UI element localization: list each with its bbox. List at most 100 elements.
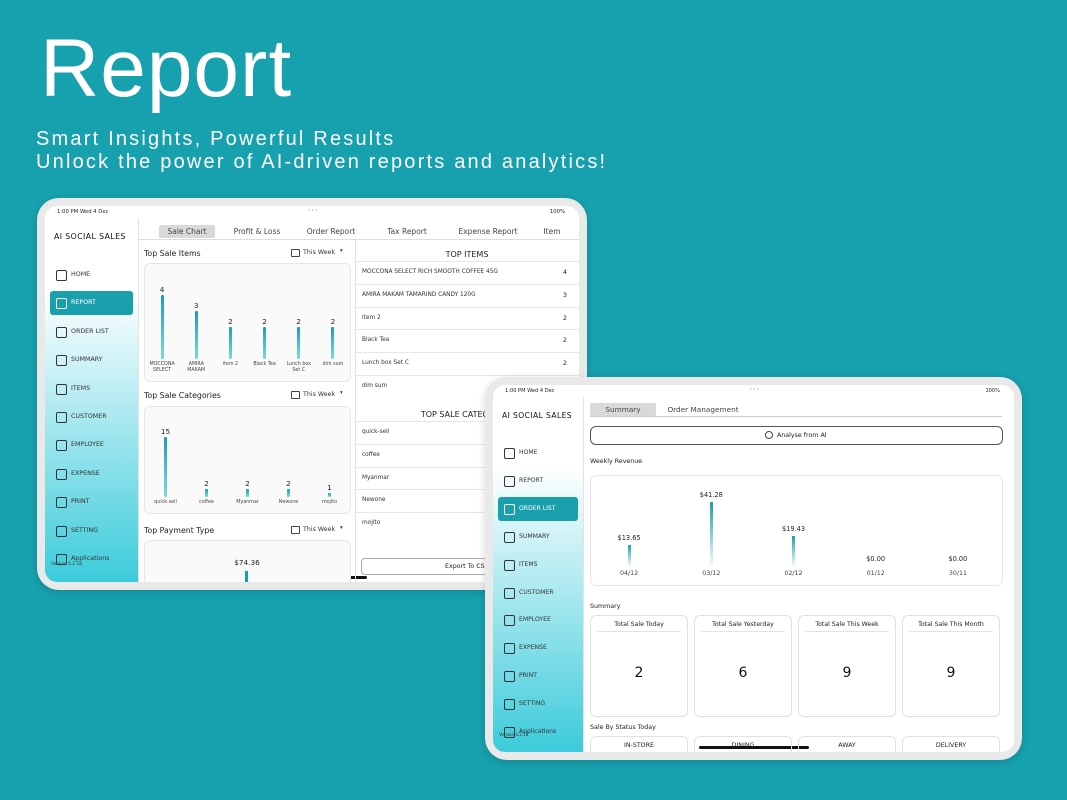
list-item-name: quick-sell	[362, 429, 390, 435]
status-battery: 100%	[985, 388, 1000, 394]
chart-card: 15 quick-sell 2 coffee 2 Myanmar 2 Newone 1 mojit…	[144, 406, 351, 514]
bar-value: 2	[245, 479, 250, 488]
status-label: DELIVERY	[935, 742, 967, 749]
menu-label: EXPENSE	[519, 644, 547, 652]
menu-item[interactable]: PRINT	[50, 490, 133, 514]
menu-icon	[504, 503, 515, 515]
menu-label: EMPLOYEE	[71, 441, 104, 449]
menu-item[interactable]: ITEMS	[50, 377, 133, 401]
card-value: 9	[946, 665, 956, 681]
period-dropdown[interactable]: This Week ▾	[291, 390, 349, 401]
menu-item[interactable]: EMPLOYEE	[50, 433, 133, 457]
list-row-line	[356, 466, 579, 468]
bar	[228, 327, 232, 359]
list-item-name: AMIRA MAKAM TAMARIND CANDY 120G	[362, 291, 476, 298]
sidebar: AI SOCIAL SALES HOME REPORT ORDER LIST SUMMA…	[45, 218, 139, 582]
menu-item[interactable]: REPORT	[498, 469, 578, 493]
bar-category: Black Tea	[253, 362, 276, 367]
dropdown-arrow: ▾	[340, 525, 343, 531]
menu-label: CUSTOMER	[519, 588, 554, 596]
menu-label: ITEMS	[519, 560, 538, 568]
menu-item[interactable]: SETTING	[50, 519, 133, 543]
menu-item[interactable]: SUMMARY	[50, 348, 133, 372]
card-label: Total Sale This Month	[918, 621, 984, 628]
bar-category: Newone	[278, 500, 299, 505]
menu-item[interactable]: Applications	[50, 547, 133, 571]
tablet: 1:00 PM Wed 4 Dec 100% ··· AI SOCIAL SALES H…	[485, 377, 1022, 760]
bar-value: $13.65	[617, 533, 641, 542]
calendar-icon	[291, 391, 300, 399]
menu-icon	[56, 525, 67, 537]
menu-item[interactable]: SUMMARY	[498, 525, 578, 549]
menu-item[interactable]: HOME	[50, 263, 133, 287]
menu-label: HOME	[519, 449, 538, 456]
app-version: Version 4.2.18	[51, 562, 82, 567]
menu-item[interactable]: EXPENSE	[50, 462, 133, 486]
period-dropdown[interactable]: This Week ▾	[291, 525, 349, 536]
menu-item[interactable]: EXPENSE	[498, 636, 578, 660]
bar-value: 15	[160, 427, 171, 436]
menu-label: PRINT	[71, 498, 90, 506]
menu-item[interactable]: CUSTOMER	[498, 581, 578, 605]
status-time: 1:00 PM Wed 4 Dec	[57, 209, 109, 215]
menu-item[interactable]: ORDER LIST	[498, 496, 578, 521]
list-item-count: 2	[562, 336, 567, 345]
menu-item[interactable]: ORDER LIST	[50, 320, 133, 344]
bar	[164, 437, 167, 497]
bar	[627, 544, 631, 566]
period-dropdown[interactable]: This Week ▾	[291, 248, 349, 259]
menu-label: Applications	[71, 555, 110, 562]
bar	[205, 489, 208, 497]
menu-icon	[56, 468, 67, 480]
card-label: Total Sale Yesterday	[712, 621, 774, 628]
bar	[709, 502, 713, 566]
bar-value: $19.43	[781, 524, 806, 533]
bar-value: 2	[286, 479, 291, 488]
bar-category: MOCCONA SELECT	[149, 362, 175, 373]
status-label: AWAY	[838, 742, 856, 749]
tab[interactable]: Order Management	[663, 403, 743, 416]
menu-item[interactable]: SETTING	[498, 692, 578, 716]
analyse-button[interactable]: Analyse from AI	[590, 426, 1003, 445]
list-item-name: Newone	[362, 497, 386, 504]
menu-label: ORDER LIST	[519, 504, 556, 512]
menu-icon	[56, 298, 67, 310]
summary-card: Total Sale This Month 9	[902, 615, 1000, 717]
list-row-line	[356, 329, 579, 331]
section-title: Summary	[590, 603, 621, 610]
tab[interactable]: Order Report	[300, 225, 362, 238]
menu-item[interactable]: ITEMS	[498, 553, 578, 577]
card-value: 9	[842, 665, 852, 681]
menu-item[interactable]: REPORT	[50, 291, 133, 316]
bar-value: 2	[330, 317, 336, 326]
menu-icon	[504, 559, 515, 571]
menu-item[interactable]: EMPLOYEE	[498, 608, 578, 632]
bar-category: dim sum	[322, 362, 344, 367]
dropdown-arrow: ▾	[340, 248, 343, 254]
menu-item[interactable]: PRINT	[498, 664, 578, 688]
tab[interactable]: Expense Report	[450, 225, 526, 238]
tab[interactable]: Tax Report	[381, 225, 433, 238]
section-title: Top Payment Type	[144, 526, 215, 535]
menu-label: Applications	[519, 728, 557, 735]
menu-label: EMPLOYEE	[519, 616, 551, 624]
list-item-name: Black Tea	[362, 337, 390, 344]
menu-item[interactable]: HOME	[498, 441, 578, 465]
card-label: Total Sale Today	[614, 621, 664, 628]
tab[interactable]: Summary	[590, 403, 656, 416]
calendar-icon	[291, 526, 300, 534]
tab[interactable]: Sale Chart	[159, 225, 215, 238]
tab[interactable]: Profit & Loss	[224, 225, 290, 238]
summary-card: Total Sale Yesterday 6	[694, 615, 792, 717]
bar	[160, 295, 164, 359]
menu-icon	[504, 475, 515, 487]
menu-item[interactable]: CUSTOMER	[50, 405, 133, 429]
tab[interactable]: Item	[538, 225, 566, 238]
summary-card: Total Sale Today 2	[590, 615, 688, 717]
menu-label: ORDER LIST	[71, 327, 109, 335]
analyse-label: Analyse from AI	[777, 432, 827, 439]
menu-label: PRINT	[519, 672, 537, 680]
multitask-dots: ···	[749, 385, 761, 394]
menu-item[interactable]: Applications	[498, 720, 578, 744]
